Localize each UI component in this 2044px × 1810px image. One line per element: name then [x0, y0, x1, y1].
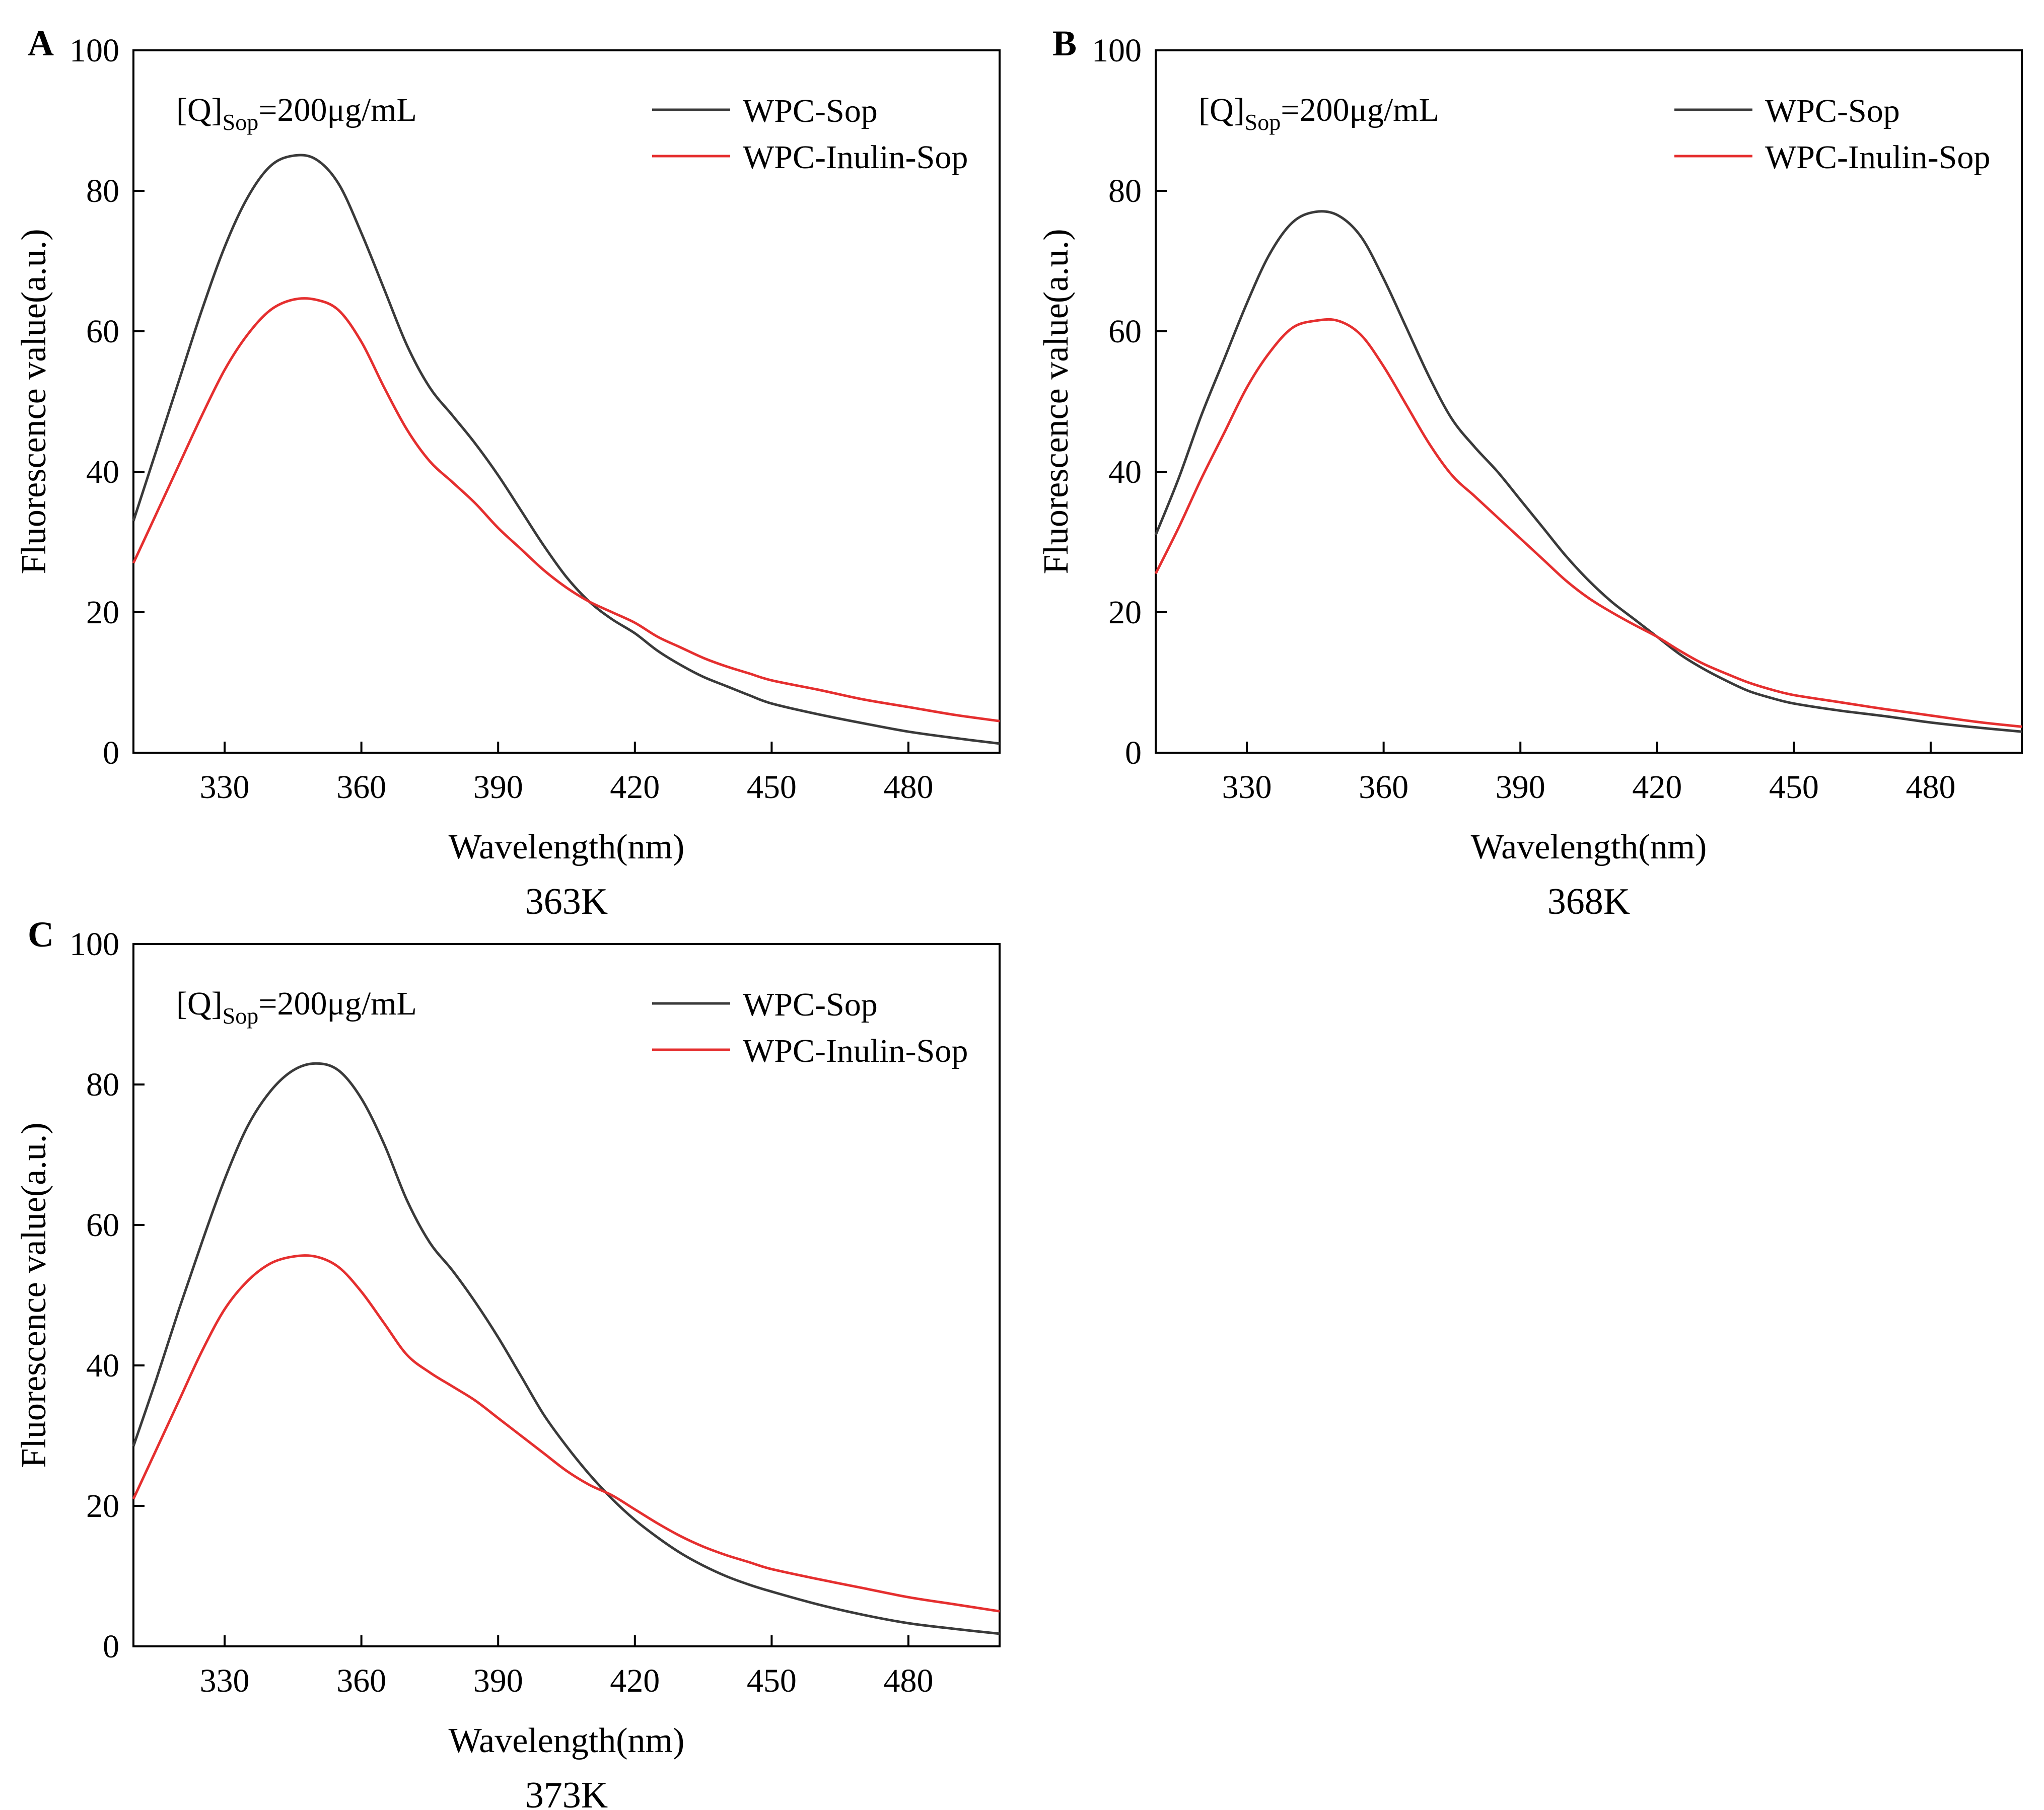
x-tick-label: 420	[610, 1662, 660, 1699]
y-tick-label: 100	[69, 926, 119, 963]
y-axis-label: Fluorescence value(a.u.)	[1037, 229, 1076, 574]
series-line	[1154, 318, 2022, 728]
x-tick-label: 390	[473, 769, 523, 806]
x-axis-label: Wavelength(nm)	[449, 1721, 685, 1760]
x-tick-label: 360	[336, 769, 386, 806]
legend-label: WPC-Inulin-Sop	[743, 139, 968, 176]
annotation-subscript: Sop	[1245, 109, 1281, 135]
y-tick-label: 20	[86, 1488, 119, 1525]
y-tick-label: 60	[86, 313, 119, 350]
x-tick-label: 330	[200, 1662, 250, 1699]
x-tick-label: 450	[747, 769, 797, 806]
annotation-prefix: [Q]	[176, 92, 223, 128]
annotation-subscript: Sop	[223, 109, 259, 135]
x-tick-label: 420	[1632, 769, 1682, 806]
y-axis-label: Fluorescence value(a.u.)	[15, 1122, 53, 1468]
x-tick-label: 450	[1769, 769, 1819, 806]
y-tick-label: 80	[86, 173, 119, 209]
panel-label: A	[28, 23, 54, 63]
annotation-suffix: =200μg/mL	[258, 985, 417, 1022]
concentration-annotation: [Q]Sop=200μg/mL	[176, 985, 417, 1029]
legend-label: WPC-Sop	[1765, 93, 1900, 129]
concentration-annotation: [Q]Sop=200μg/mL	[1199, 92, 1439, 135]
legend-label: WPC-Inulin-Sop	[743, 1033, 968, 1069]
x-tick-label: 360	[1359, 769, 1408, 806]
panel-label: C	[28, 914, 54, 955]
plot-frame	[1155, 49, 2023, 754]
panel-label: B	[1052, 23, 1077, 63]
x-tick-label: 360	[336, 1662, 386, 1699]
legend-label: WPC-Sop	[743, 986, 878, 1023]
annotation-subscript: Sop	[223, 1003, 259, 1029]
temperature-caption: 363K	[525, 881, 608, 922]
x-tick-label: 330	[200, 769, 250, 806]
y-tick-label: 20	[1108, 594, 1142, 631]
annotation-suffix: =200μg/mL	[258, 92, 417, 128]
y-tick-label: 40	[86, 1347, 119, 1384]
x-tick-label: 420	[610, 769, 660, 806]
y-tick-label: 40	[1108, 454, 1142, 490]
series-line	[1154, 210, 2022, 733]
plot-frame	[132, 49, 1001, 754]
y-tick-label: 20	[86, 594, 119, 631]
legend-label: WPC-Sop	[743, 93, 878, 129]
y-tick-label: 60	[1108, 313, 1142, 350]
x-axis-label: Wavelength(nm)	[1471, 828, 1707, 866]
x-tick-label: 450	[747, 1662, 797, 1699]
y-axis-label: Fluorescence value(a.u.)	[15, 229, 53, 574]
series-line	[132, 297, 1000, 722]
x-tick-label: 390	[1496, 769, 1545, 806]
y-tick-label: 0	[1125, 735, 1142, 771]
x-tick-label: 480	[883, 1662, 933, 1699]
y-tick-label: 100	[69, 32, 119, 69]
chart-panel-b: B 330 360 390 420 450 480 0 20 40 60 80 100 Wavelengt…	[1037, 23, 2023, 922]
concentration-annotation: [Q]Sop=200μg/mL	[176, 92, 417, 135]
annotation-suffix: =200μg/mL	[1281, 92, 1439, 128]
y-tick-label: 80	[1108, 173, 1142, 209]
legend-label: WPC-Inulin-Sop	[1765, 139, 1990, 176]
series-line	[132, 1254, 1000, 1613]
y-tick-label: 0	[103, 735, 119, 771]
y-tick-label: 60	[86, 1207, 119, 1244]
y-tick-label: 0	[103, 1628, 119, 1665]
y-tick-label: 40	[86, 454, 119, 490]
series-line	[132, 154, 1000, 745]
x-tick-label: 480	[1906, 769, 1955, 806]
annotation-prefix: [Q]	[1199, 92, 1245, 128]
y-tick-label: 100	[1092, 32, 1142, 69]
annotation-prefix: [Q]	[176, 985, 223, 1022]
chart-panel-a: A 330 360 390 420 450 480 0 20 40 60 80 100 Wavelengt…	[15, 23, 1001, 922]
series-line	[132, 1062, 1000, 1635]
plot-frame	[132, 943, 1001, 1647]
x-tick-label: 330	[1222, 769, 1272, 806]
y-tick-label: 80	[86, 1066, 119, 1103]
x-axis-label: Wavelength(nm)	[449, 828, 685, 866]
chart-panel-c: C 330 360 390 420 450 480 0 20 40 60 80 100 Wavelengt…	[15, 914, 1001, 1810]
temperature-caption: 373K	[525, 1775, 608, 1810]
x-tick-label: 480	[883, 769, 933, 806]
temperature-caption: 368K	[1547, 881, 1630, 922]
x-tick-label: 390	[473, 1662, 523, 1699]
